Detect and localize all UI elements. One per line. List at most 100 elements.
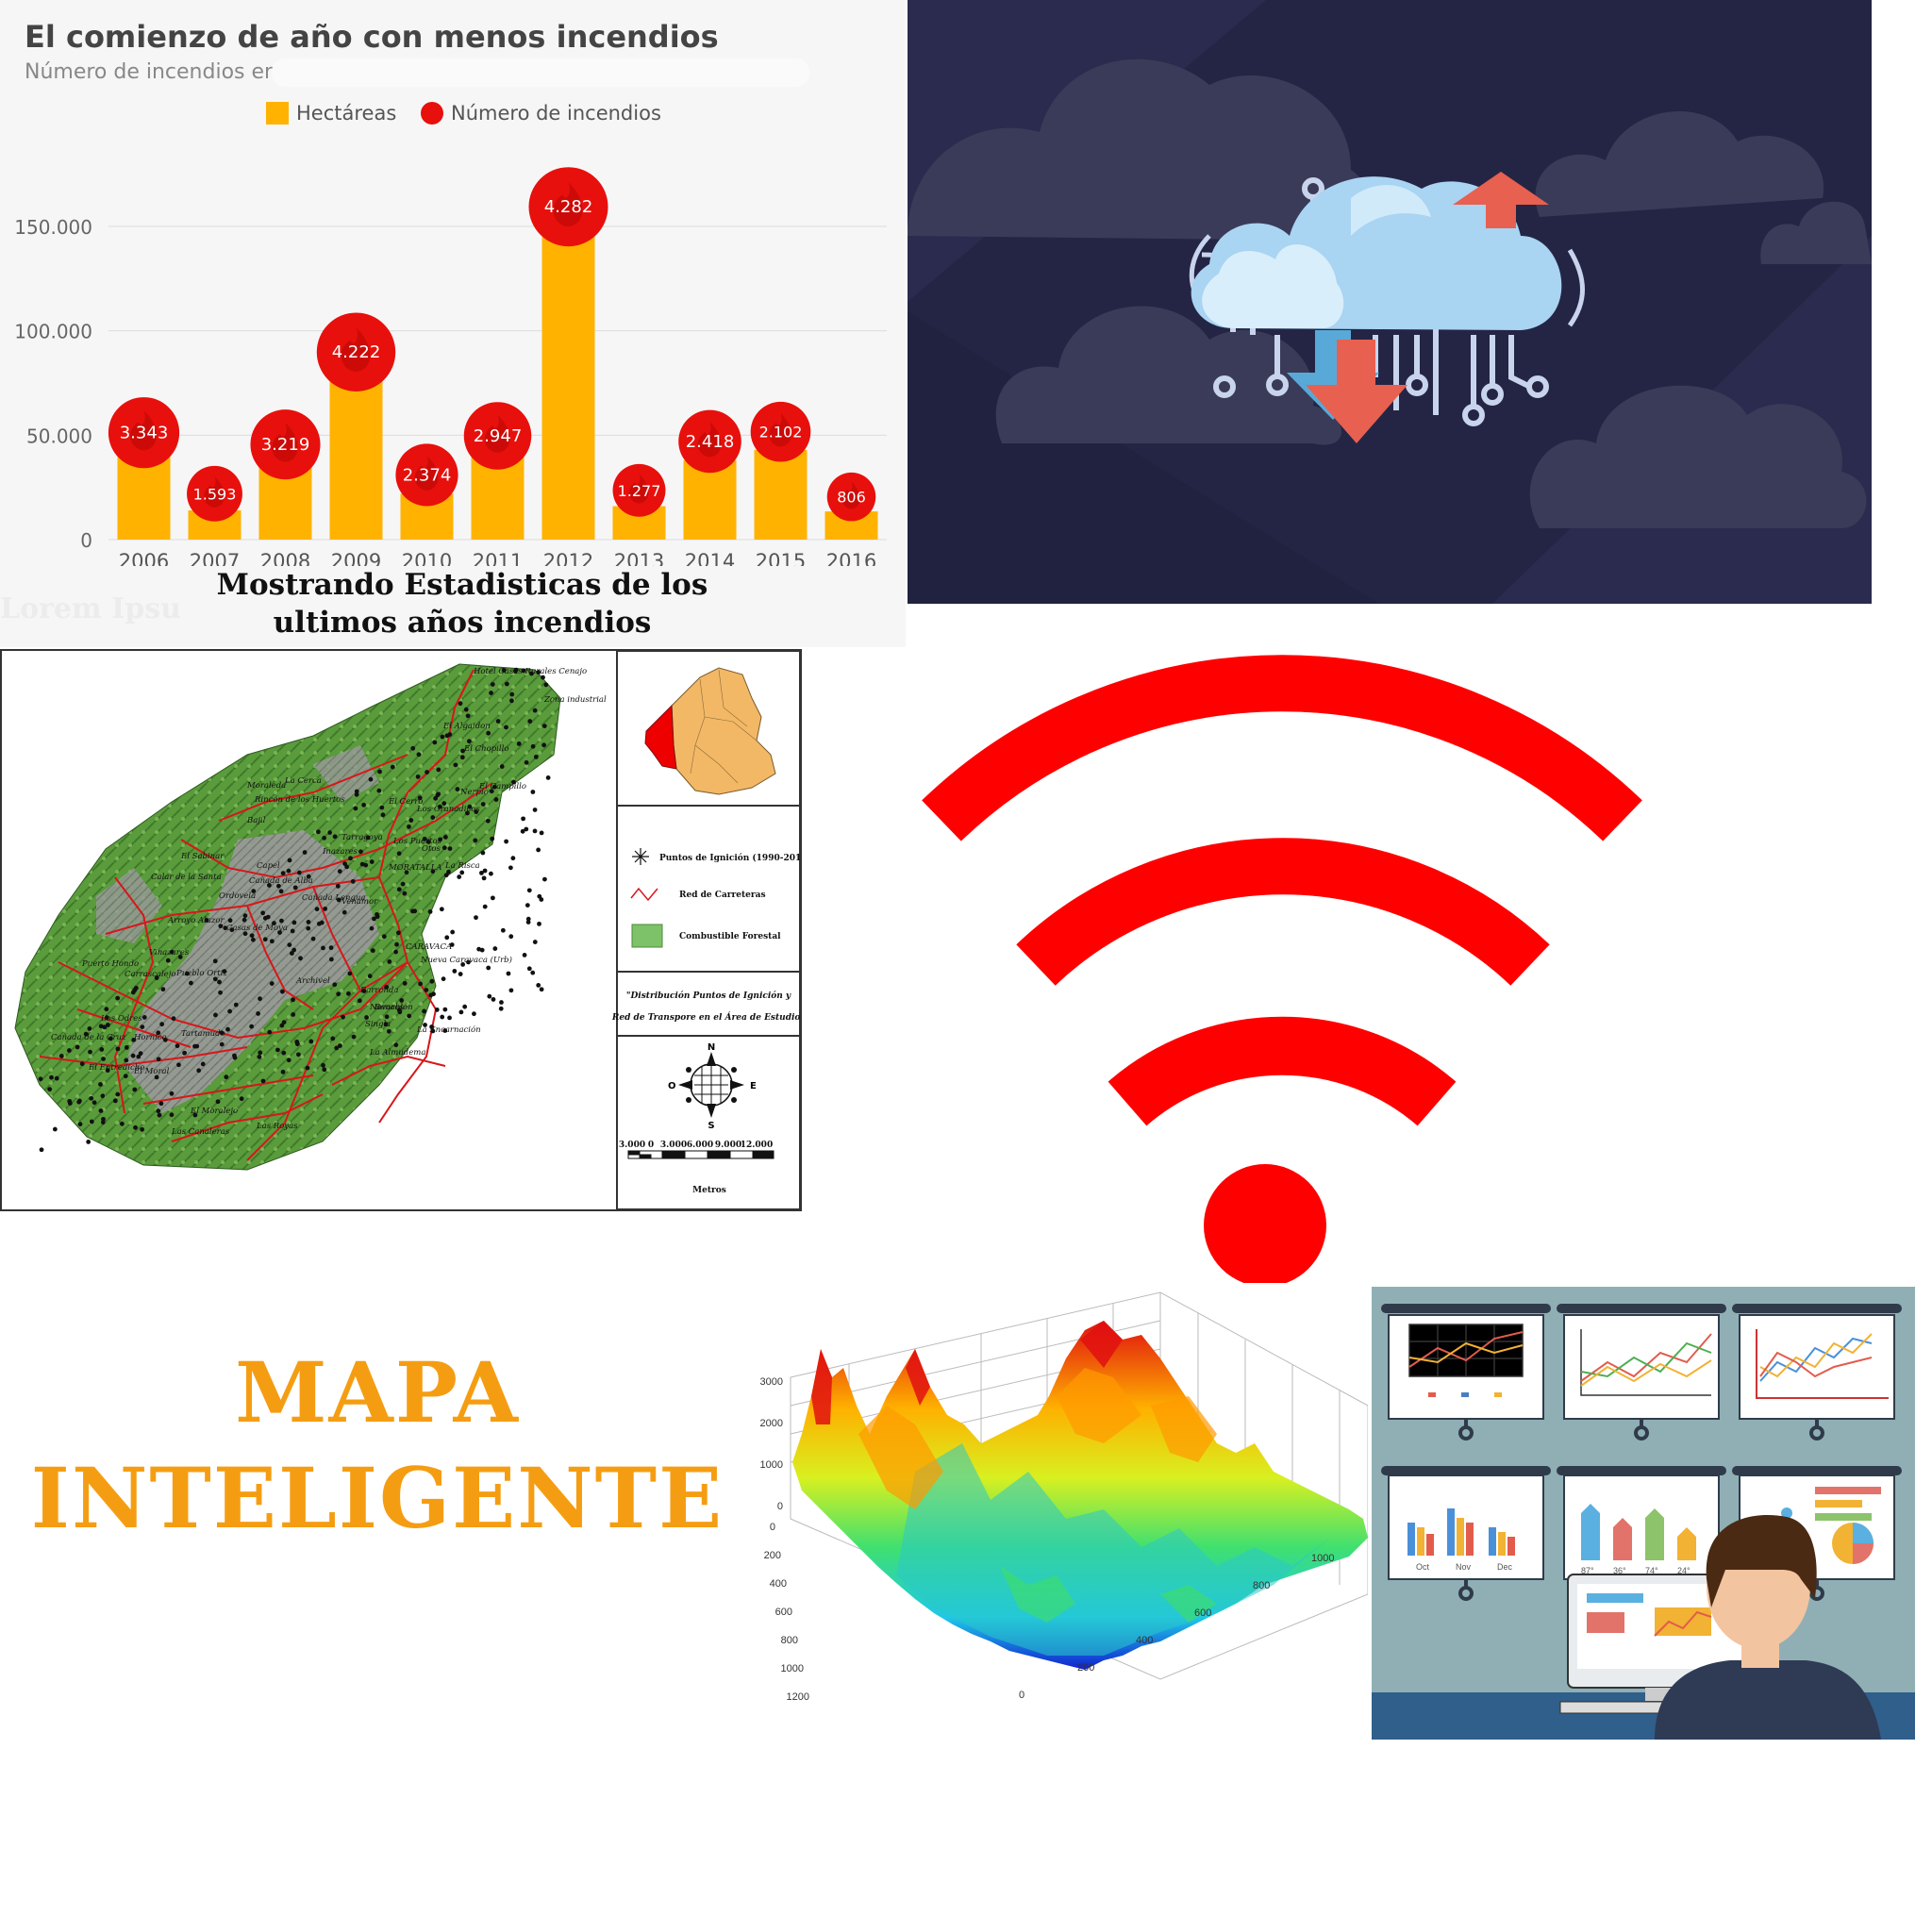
inset-region-map	[644, 667, 776, 795]
place-label: Tartamudo	[181, 1029, 225, 1039]
percent-label: 87°	[1581, 1566, 1594, 1575]
z-tick-label: 2000	[760, 1418, 783, 1429]
month-label: Dec	[1497, 1562, 1513, 1572]
cloud-computing-illustration	[908, 0, 1872, 604]
percent-label: 74°	[1645, 1566, 1658, 1575]
scale-label: 9.000	[715, 1141, 741, 1150]
scale-label: 3.000	[619, 1141, 645, 1150]
x-tick-label: 2011	[473, 550, 523, 566]
x-tick-label: 2016	[826, 550, 876, 566]
road-network	[39, 669, 493, 1161]
ignition-star-icon	[632, 848, 649, 865]
title-line: MAPA	[235, 1343, 520, 1441]
flame-icon	[769, 413, 791, 447]
chart-board-bars: Oct Nov Dec	[1388, 1474, 1544, 1580]
bubble-label: 806	[837, 489, 866, 507]
y-tick-label: 100.000	[14, 321, 92, 343]
month-label: Oct	[1416, 1562, 1430, 1572]
map-svg: Hotel Casas Rurales Cenajo Zona industria…	[14, 650, 811, 1210]
flame-icon	[697, 422, 722, 458]
flame-icon	[414, 455, 439, 491]
x-tick-label: 2006	[119, 550, 169, 566]
place-label: Archivel	[295, 976, 330, 986]
month-label: Nov	[1456, 1562, 1472, 1572]
place-label: El Algaidon	[442, 722, 491, 731]
place-label: Los Puertos	[392, 837, 442, 846]
place-label: Moraleda	[246, 781, 286, 791]
compass-west: O	[668, 1081, 676, 1091]
flame-icon	[204, 476, 225, 508]
compass-south: S	[708, 1121, 714, 1131]
y-tick-label: 800	[781, 1635, 798, 1646]
fire-statistics-chart: El comienzo de año con menos incendios N…	[0, 0, 906, 647]
chart-board-line-1	[1388, 1314, 1544, 1420]
place-label: El Campillo	[478, 782, 526, 791]
place-label: Hornico	[133, 1033, 167, 1042]
cloud-icon	[1191, 176, 1562, 330]
x-tick-label: 2013	[614, 550, 664, 566]
place-label: Nueva Caravaca (Urb)	[420, 955, 512, 965]
legend-text: Combustible Forestal	[679, 932, 781, 941]
x-tick-label: 2009	[331, 550, 381, 566]
x-axis-labels: 0 200 400 600 800 1000	[1019, 1553, 1334, 1701]
chart-board-line-2	[1563, 1314, 1720, 1420]
x-tick-label: 2010	[402, 550, 452, 566]
place-label: El Entredicho	[88, 1063, 144, 1073]
z-tick-label: 3000	[760, 1376, 783, 1388]
place-label: Capel	[257, 861, 280, 871]
z-tick-label: 1000	[760, 1459, 783, 1471]
dashboard-svg: Oct Nov Dec 87° 36° 74° 24°	[1372, 1304, 1915, 1740]
legend-text: Puntos de Ignición (1990-2014)	[659, 853, 800, 863]
flame-icon	[628, 474, 649, 504]
percent-label: 24°	[1677, 1566, 1690, 1575]
bubble-label: 1.593	[193, 485, 237, 503]
chart-subtitle: Número de incendios en	[25, 60, 277, 84]
compass-north: N	[708, 1042, 715, 1053]
flame-icon	[553, 182, 583, 227]
wifi-arc-inner	[1108, 1016, 1457, 1126]
bubble-label: 2.102	[759, 424, 803, 441]
chart-caption: Mostrando Estadisticas de los ultimos añ…	[142, 566, 783, 641]
bubble-label: 2.374	[403, 465, 452, 485]
circuit-nodes	[1213, 177, 1549, 426]
chart-title: El comienzo de año con menos incendios	[25, 19, 719, 55]
x-tick-label: 2014	[685, 550, 735, 566]
x-tick-label: 600	[1194, 1607, 1211, 1619]
flame-icon	[484, 414, 510, 453]
place-label: La Risca	[444, 861, 480, 871]
x-tick-label: 200	[1077, 1662, 1094, 1674]
bar-hectareas	[754, 449, 808, 540]
place-label: CARAVACA	[406, 942, 452, 952]
legend-hectareas: Hectáreas	[266, 102, 396, 125]
place-label: Zona industrial	[543, 695, 607, 705]
place-label: Hotel Casas Rurales Cenajo	[473, 667, 587, 676]
place-label: Venamor	[341, 897, 378, 907]
x-tick-label: 2012	[543, 550, 593, 566]
place-label: Ordovela	[219, 891, 256, 901]
bar-chart-svg: 0 50.000 100.000 150.000 2006 3.343 2007 1.593 2…	[14, 167, 887, 566]
place-label: Casas de Moya	[226, 924, 288, 933]
bubble-label: 4.282	[544, 197, 593, 217]
bubble-label: 1.277	[618, 482, 661, 500]
chart-board-arrows: 87° 36° 74° 24°	[1563, 1474, 1720, 1580]
y-tick-label: 0	[770, 1522, 775, 1533]
place-label: El Chopillo	[463, 744, 508, 754]
place-label: Benablón	[374, 1002, 413, 1012]
place-label: Nerpio	[459, 788, 489, 797]
flame-icon	[130, 410, 157, 451]
wifi-dot	[1204, 1164, 1326, 1287]
bubble-label: 3.219	[261, 435, 310, 455]
redaction-blur	[272, 58, 809, 87]
y-tick-label: 150.000	[14, 216, 92, 239]
place-label: Inazares	[322, 847, 358, 857]
scale-label: 6.000	[687, 1141, 713, 1150]
bar-hectareas	[329, 375, 383, 540]
place-label: Arroyo Alazor	[167, 916, 225, 925]
watermark-text: Lorem Ipsu	[0, 592, 181, 625]
place-label: El Sabinar	[180, 852, 225, 861]
x-tick-label: 400	[1136, 1635, 1153, 1646]
flame-icon	[272, 423, 298, 462]
place-label: Las Canaleras	[171, 1127, 230, 1137]
place-label: Puerto Hondo	[81, 959, 139, 969]
map-title: "Distribución Puntos de Ignición y	[626, 991, 791, 1001]
